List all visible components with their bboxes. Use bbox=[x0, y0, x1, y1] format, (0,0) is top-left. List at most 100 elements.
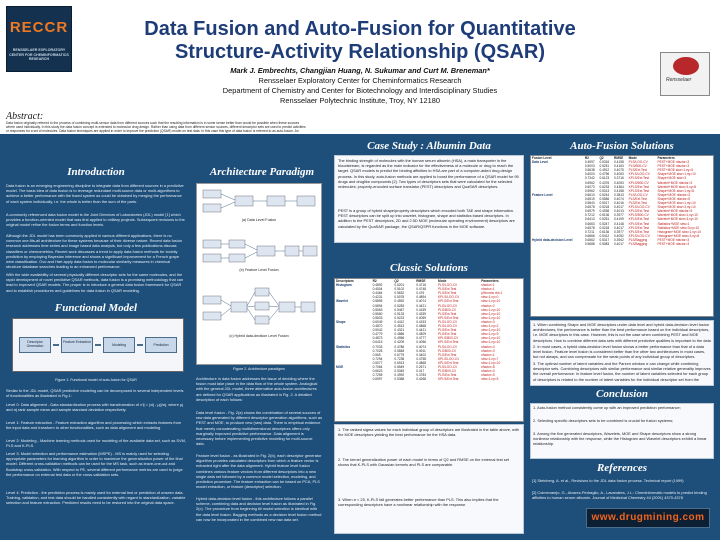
classic-cell: 0.4956 bbox=[394, 336, 405, 341]
classic-cell: 0.4886 bbox=[394, 332, 405, 337]
poster-title: Data Fusion and Auto-Fusion for Quantita… bbox=[92, 18, 628, 64]
autofusion-cell: Wavelet+MOE sbw=1,ny=10 bbox=[657, 213, 698, 218]
architecture-figure bbox=[196, 183, 322, 365]
classic-cell: 0.5345 bbox=[394, 369, 405, 374]
classic-cell: PLS/B00-CV bbox=[438, 348, 457, 353]
autofusion-cell: 0.5136 bbox=[599, 213, 610, 218]
functional-figure-caption: Figure 1. Functional model of auto-fusio… bbox=[55, 378, 137, 382]
classic-cell: 0.6549 bbox=[394, 364, 405, 369]
arch-b3: Hybrid data-decision level fusion - this… bbox=[196, 496, 322, 522]
classic-cell: PLS/LOO-CV bbox=[438, 319, 458, 324]
table-row: 0.6997 0.5388 0.4268 KPLS/Ext.Test sbw=1,ny=… bbox=[335, 377, 523, 381]
classic-cell: KPLS/Ext.Test bbox=[438, 377, 459, 382]
autofusion-cell: 0.4148 bbox=[614, 221, 624, 226]
classic-cell: nfactor=3 bbox=[481, 348, 495, 353]
table-row: 0.6962 0.4376 0.4053 KPLS/B00-CV Wavelet+MOE… bbox=[531, 181, 713, 185]
autofusion-cell: PLS/Ext.Test bbox=[628, 196, 647, 201]
classic-cell: PLS/Ext.Test bbox=[438, 287, 457, 292]
reference-1: [1] Steinberg, A. et al., Revisions to t… bbox=[532, 478, 684, 483]
arrow-1 bbox=[53, 344, 59, 346]
autofusion-cell: 0.6663 bbox=[584, 221, 595, 226]
table-row: 0.5563 0.5467 0.4159 PLS/B00-CV sbw=1,ny=10 bbox=[335, 308, 523, 312]
autofusion-cell: 0.6003 bbox=[584, 172, 595, 177]
classic-cell: 0.6623 bbox=[372, 369, 383, 374]
classic-cell: 0.5895 bbox=[372, 299, 383, 304]
table-row: 0.4504 0.5102 0.4748 PLS/Ext.Test nfactor=1 bbox=[335, 287, 523, 291]
classic-cell: 0.4153 bbox=[416, 319, 426, 324]
classic-cell: nfactor=1 bbox=[481, 352, 495, 357]
classic-group-label: MOE bbox=[336, 364, 344, 369]
classic-cell: 0.7255 bbox=[372, 373, 383, 378]
classic-cell: PLS/Ext.Test bbox=[438, 352, 457, 357]
table-row: 0.7342 0.6123 0.3716 KPLS/Ext.Test Shape+MOE… bbox=[531, 176, 713, 180]
table-row: 0.5843 0.5017 0.4016 PLS/Ext.Test Shape+MOE … bbox=[531, 201, 713, 205]
autofusion-cell: 0.6136 bbox=[599, 229, 610, 234]
autofusion-header-row: Fusion Level R2 Q2 RMSE Mode Parameters bbox=[531, 156, 713, 160]
classic-cell: sbw=1,ny=10 bbox=[481, 311, 501, 316]
functional-heading: Functional Model bbox=[54, 302, 138, 314]
reference-2: [2] Colmenarejo, G., Alvarez-Pedraglio, … bbox=[532, 490, 707, 501]
autofusion-cell: 0.6073 bbox=[584, 184, 595, 189]
classic-cell: KPLS/LOO-CV bbox=[438, 295, 460, 300]
classic-cell: 0.4339 bbox=[416, 311, 426, 316]
arch-figure-caption: Figure 2. Architecture paradigms bbox=[233, 367, 285, 371]
classic-cell: 0.4464 bbox=[372, 291, 383, 296]
intro-b3: With the wide availability of several ph… bbox=[6, 272, 184, 293]
classic-cell: 0.476 bbox=[416, 291, 425, 296]
affiliation-1: Rensselaer Exploratory Center for Chemin… bbox=[258, 76, 462, 85]
table-row: MOE 0.7064 0.6549 0.2671 PLS/LOO-CV nfactor=8 bbox=[335, 365, 523, 369]
case-study-heading: Case Study : Albumin Data bbox=[367, 140, 491, 152]
classic-cell: 0.7294 bbox=[372, 356, 383, 361]
autofusion-cell: 0.4017 bbox=[614, 225, 624, 230]
block-prediction: Prediction bbox=[145, 337, 177, 353]
intro-b1: A commonly referenced data fusion model … bbox=[6, 212, 185, 228]
classic-header-cell: Descriptors bbox=[336, 279, 354, 283]
autofusion-cell: Wavelet+MOE sbw=3,ny=8 bbox=[657, 184, 697, 189]
autofusion-cell: 0.6413 bbox=[584, 217, 595, 222]
autofusion-cell: PLS/Bagging bbox=[628, 237, 648, 242]
conclusion-box bbox=[530, 403, 714, 459]
table-row: Histogram 0.4892 0.5201 0.4716 PLS/LOO-CV nfa… bbox=[335, 283, 523, 287]
autofusion-cell: 0.5317 bbox=[599, 237, 610, 242]
seal-text: Rensselaer bbox=[666, 77, 692, 83]
autofusion-cell: 0.4053 bbox=[614, 172, 624, 177]
table-row: 0.6519 0.5556 0.4074 PLS/Ext.Test Shape+MOE … bbox=[531, 197, 713, 201]
autofusion-cell: PLS/Ext.Test bbox=[628, 201, 647, 206]
autofusion-cell: Wavelet+MOE sbw=3,ny=10 bbox=[657, 217, 698, 222]
autofusion-cell: 0.4912 bbox=[599, 168, 610, 173]
conclusion-heading: Conclusion bbox=[596, 388, 648, 400]
author-block: Mark J. Embrechts, Changjian Huang, N. S… bbox=[92, 66, 628, 106]
classic-header-cell: R2 bbox=[372, 279, 377, 283]
poster-header bbox=[0, 0, 720, 108]
classic-cell: 0.5632 bbox=[394, 291, 405, 296]
classic-cell: 0.4748 bbox=[416, 287, 426, 292]
table-row: Feature Level 0.6610 0.5244 0.3813 PLS/LOO-C… bbox=[531, 193, 713, 197]
autofusion-cell: 0.4017 bbox=[614, 205, 624, 210]
autofusion-cell: KPLS/Ext.Test bbox=[628, 217, 649, 222]
classic-cell: KPLS/Ext.Test bbox=[438, 340, 459, 345]
autofusion-group-label: Data Level bbox=[532, 160, 548, 165]
autofusion-cell: PEST+MOE nfactor=3 bbox=[657, 241, 690, 246]
table-row: 0.5560 0.5133 0.4339 PLS/Ext.Test sbw=1,ny=1… bbox=[335, 312, 523, 316]
classic-header-cell: Q2 bbox=[394, 279, 399, 283]
autofusion-cell: 0.4074 bbox=[614, 196, 624, 201]
rensselaer-seal: Rensselaer bbox=[660, 52, 710, 96]
autofusion-cell: 0.6979 bbox=[584, 209, 595, 214]
abstract-text: Data fusion originally referred to the p… bbox=[6, 121, 306, 134]
classic-cell: 0.4159 bbox=[416, 307, 426, 312]
table-row: 0.5077 0.6913 0.4868 KPLS/Ext.Test sbw=1,ny=… bbox=[335, 361, 523, 365]
autofusion-cell: Shape+MOE sbw=1,ny=8 bbox=[657, 188, 694, 193]
autofusion-cell: 0.3716 bbox=[614, 176, 624, 181]
classic-cell: 0.565 bbox=[372, 352, 381, 357]
table-row: 0.6663 0.5247 0.4148 KPLS/Ext.Test Statistic… bbox=[531, 222, 713, 226]
autofusion-cell: 0.5843 bbox=[584, 201, 595, 206]
seal-emblem bbox=[673, 57, 699, 75]
table-row: 0.6413 0.5251 0.4199 KPLS/Ext.Test Wavelet+M… bbox=[531, 217, 713, 221]
case-study-text: The binding strength of molecules with t… bbox=[338, 158, 519, 190]
functional-level-0: Level 0: Data alignment - Data standardi… bbox=[6, 402, 184, 413]
classic-cell: 0.4268 bbox=[416, 377, 426, 382]
autofusion-cell: 0.6519 bbox=[584, 196, 595, 201]
footer-url[interactable]: www.drugmining.com bbox=[586, 508, 710, 528]
autofusion-cell: 0.4364 bbox=[614, 184, 624, 189]
classic-cell: PLS/Ext.Test bbox=[438, 291, 457, 296]
